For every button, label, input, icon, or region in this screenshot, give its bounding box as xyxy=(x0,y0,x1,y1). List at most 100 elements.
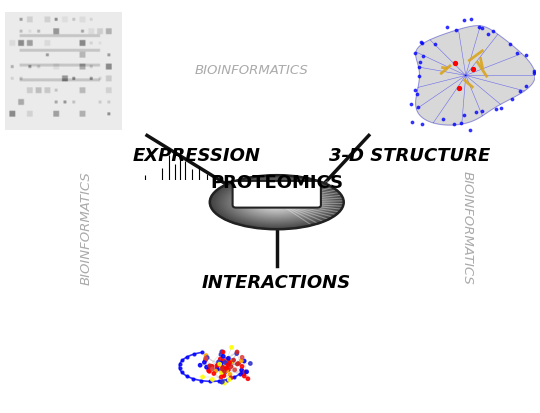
Point xyxy=(219,358,228,364)
Ellipse shape xyxy=(226,182,328,223)
Point xyxy=(197,349,206,356)
Point xyxy=(224,361,233,368)
Point xyxy=(515,87,524,94)
Ellipse shape xyxy=(232,184,322,221)
Point xyxy=(205,364,214,370)
Point xyxy=(233,349,241,355)
Ellipse shape xyxy=(269,199,284,205)
Point xyxy=(235,370,244,377)
Ellipse shape xyxy=(250,191,303,213)
Point xyxy=(190,351,198,358)
Ellipse shape xyxy=(254,193,299,211)
Point xyxy=(410,87,419,94)
Ellipse shape xyxy=(252,192,302,212)
Ellipse shape xyxy=(238,187,315,218)
Point xyxy=(244,375,252,382)
Ellipse shape xyxy=(253,193,300,212)
Ellipse shape xyxy=(229,183,325,221)
Point xyxy=(202,352,211,359)
Point xyxy=(204,367,213,374)
Ellipse shape xyxy=(236,186,318,219)
Ellipse shape xyxy=(228,183,325,222)
Point xyxy=(224,355,233,362)
Polygon shape xyxy=(416,26,535,125)
Ellipse shape xyxy=(227,182,326,222)
Ellipse shape xyxy=(231,184,323,221)
Ellipse shape xyxy=(270,199,284,205)
Point xyxy=(222,356,231,363)
Point xyxy=(182,373,191,379)
Ellipse shape xyxy=(233,185,320,220)
Ellipse shape xyxy=(255,193,299,211)
Point xyxy=(246,360,255,367)
Point xyxy=(484,31,492,37)
Point xyxy=(408,119,417,126)
Point xyxy=(237,357,246,364)
Point xyxy=(218,379,226,385)
Ellipse shape xyxy=(219,179,334,225)
Point xyxy=(201,355,210,361)
Ellipse shape xyxy=(221,180,333,225)
Ellipse shape xyxy=(210,175,344,229)
Ellipse shape xyxy=(215,177,339,227)
Point xyxy=(234,360,243,367)
Point xyxy=(478,25,487,32)
Ellipse shape xyxy=(214,177,340,228)
Point xyxy=(203,354,212,361)
Ellipse shape xyxy=(261,196,293,209)
Point xyxy=(183,354,191,360)
Point xyxy=(237,367,246,373)
Point xyxy=(449,121,458,127)
Ellipse shape xyxy=(213,176,340,228)
Ellipse shape xyxy=(215,178,338,227)
Ellipse shape xyxy=(212,176,341,228)
Point xyxy=(508,95,517,102)
Point xyxy=(472,109,481,115)
Text: BIOINFORMATICS: BIOINFORMATICS xyxy=(195,64,308,77)
Point xyxy=(219,370,228,377)
Point xyxy=(226,371,234,377)
Point xyxy=(227,344,236,351)
Ellipse shape xyxy=(273,201,281,204)
Ellipse shape xyxy=(237,186,317,218)
Ellipse shape xyxy=(251,192,303,213)
FancyBboxPatch shape xyxy=(233,181,321,208)
Ellipse shape xyxy=(246,190,308,215)
Ellipse shape xyxy=(256,194,298,211)
Ellipse shape xyxy=(217,178,336,226)
Ellipse shape xyxy=(268,199,285,206)
Ellipse shape xyxy=(211,176,343,229)
Point xyxy=(492,105,501,112)
Ellipse shape xyxy=(247,190,307,214)
Point xyxy=(465,126,474,133)
Point xyxy=(220,368,228,374)
Ellipse shape xyxy=(227,182,327,223)
Point xyxy=(205,368,214,375)
Point xyxy=(240,358,248,364)
Ellipse shape xyxy=(262,196,292,208)
Text: 3-D STRUCTURE: 3-D STRUCTURE xyxy=(329,147,490,164)
Point xyxy=(205,378,214,385)
Point xyxy=(538,77,540,83)
Point xyxy=(200,359,208,366)
Point xyxy=(214,378,223,385)
Ellipse shape xyxy=(234,185,320,219)
Ellipse shape xyxy=(264,197,290,208)
Point xyxy=(414,104,422,110)
Ellipse shape xyxy=(238,186,316,218)
Ellipse shape xyxy=(220,179,334,225)
Point xyxy=(238,354,246,361)
Ellipse shape xyxy=(253,192,301,212)
Point xyxy=(218,364,227,370)
Text: BIOINFORMATICS: BIOINFORMATICS xyxy=(461,171,474,285)
Point xyxy=(176,361,184,368)
Point xyxy=(176,365,184,372)
Point xyxy=(522,82,530,89)
Point xyxy=(455,85,463,91)
Point xyxy=(238,363,246,370)
Point xyxy=(208,366,217,372)
Ellipse shape xyxy=(235,185,319,219)
Point xyxy=(214,358,223,365)
Point xyxy=(239,370,248,377)
Point xyxy=(530,70,538,76)
